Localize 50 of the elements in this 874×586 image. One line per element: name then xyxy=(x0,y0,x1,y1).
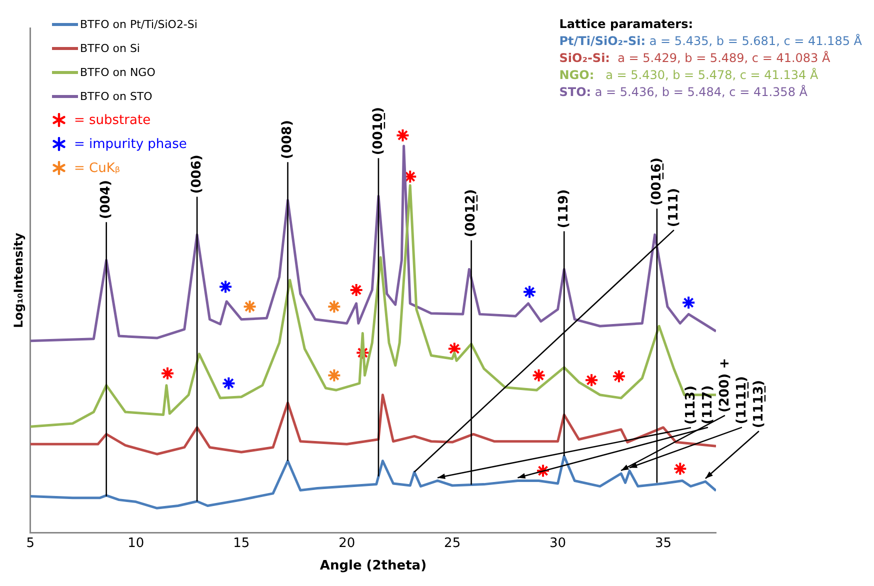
y-axis-title: Log₁₀Intensity xyxy=(11,232,26,328)
annotation: (111̲1̲) xyxy=(734,376,750,424)
point xyxy=(536,464,550,478)
annotation: (119) xyxy=(556,189,572,228)
point xyxy=(612,369,626,384)
legend-label: = substrate xyxy=(74,112,151,128)
legend-label: BTFO on STO xyxy=(80,90,152,102)
annotation: (004) xyxy=(98,180,114,220)
annotation: (113) xyxy=(683,386,698,425)
point xyxy=(242,300,257,314)
x-tick-label: 5 xyxy=(26,536,35,551)
point xyxy=(160,366,175,380)
x-tick-label: 30 xyxy=(550,536,566,551)
legend-label: = CuKᵦ xyxy=(74,160,120,176)
x-tick-label: 15 xyxy=(233,536,250,551)
point xyxy=(584,373,599,388)
x-axis-title: Angle (2theta) xyxy=(320,558,427,574)
text: SiO₂-Si: a = 5.429, b = 5.489, c = 41.083 Å xyxy=(559,50,832,67)
annotation: (200) + xyxy=(717,358,732,412)
annotation: (117) xyxy=(700,385,716,424)
annotation: (006) xyxy=(189,154,204,194)
x-tick-label: 25 xyxy=(444,536,461,551)
point xyxy=(396,128,410,142)
point xyxy=(222,376,236,390)
annotation: (001̲2̲) xyxy=(464,189,479,238)
text: STO: a = 5.436, b = 5.484, c = 41.358 Å xyxy=(559,84,808,101)
point xyxy=(532,368,546,382)
point xyxy=(522,284,537,299)
text: Lattice paramaters: xyxy=(559,16,694,33)
x-tick-label: 10 xyxy=(128,536,144,551)
point xyxy=(682,296,696,310)
annotation: (111̲3̲) xyxy=(751,380,766,428)
text: NGO: a = 5.430, b = 5.478, c = 41.134 Å xyxy=(559,67,820,84)
annotation: (111) xyxy=(666,188,682,228)
legend-label: BTFO on Pt/Ti/SiO2-Si xyxy=(80,18,198,30)
annotation: (008) xyxy=(280,120,296,160)
point xyxy=(327,300,342,314)
legend-label: = impurity phase xyxy=(74,136,187,152)
point xyxy=(447,342,462,356)
x-tick-label: 20 xyxy=(338,536,356,551)
point xyxy=(349,282,364,297)
point xyxy=(327,368,342,382)
legend-label: BTFO on NGO xyxy=(80,66,156,78)
annotation: (001̲6̲) xyxy=(649,158,664,206)
x-tick-label: 35 xyxy=(654,536,672,551)
point xyxy=(673,462,688,476)
text: Pt/Ti/SiO₂-Si: a = 5.435, b = 5.681, c = 41.185 Å xyxy=(559,33,862,50)
annotation: (001̲0̲) xyxy=(370,107,386,156)
legend-label: BTFO on Si xyxy=(80,42,140,54)
point xyxy=(218,280,233,294)
